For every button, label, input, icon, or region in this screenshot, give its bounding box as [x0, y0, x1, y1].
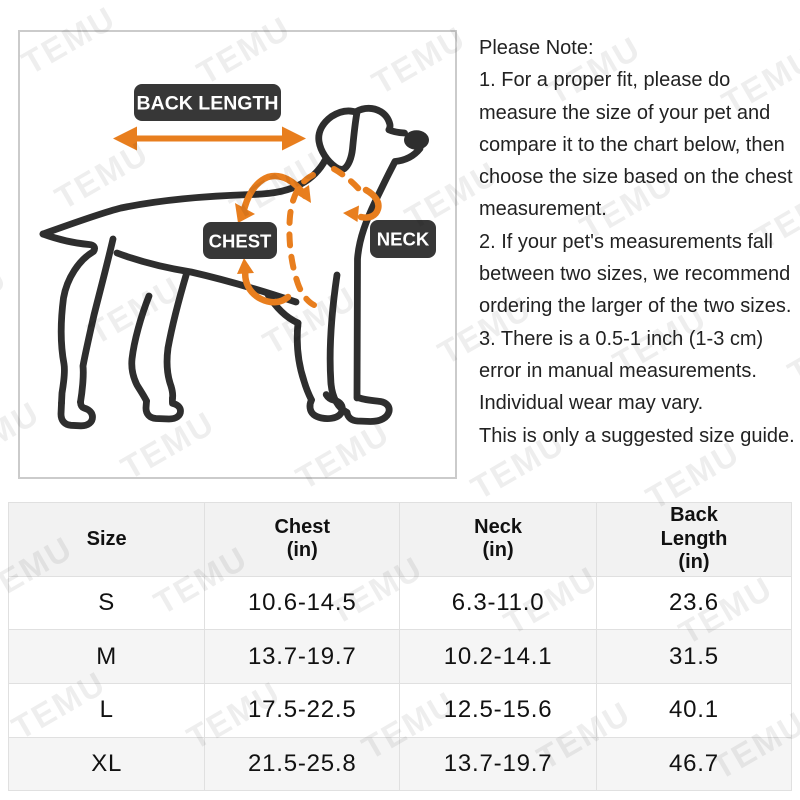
svg-text:CHEST: CHEST — [209, 231, 272, 252]
svg-text:BACK LENGTH: BACK LENGTH — [137, 93, 279, 115]
svg-text:NECK: NECK — [377, 229, 430, 250]
